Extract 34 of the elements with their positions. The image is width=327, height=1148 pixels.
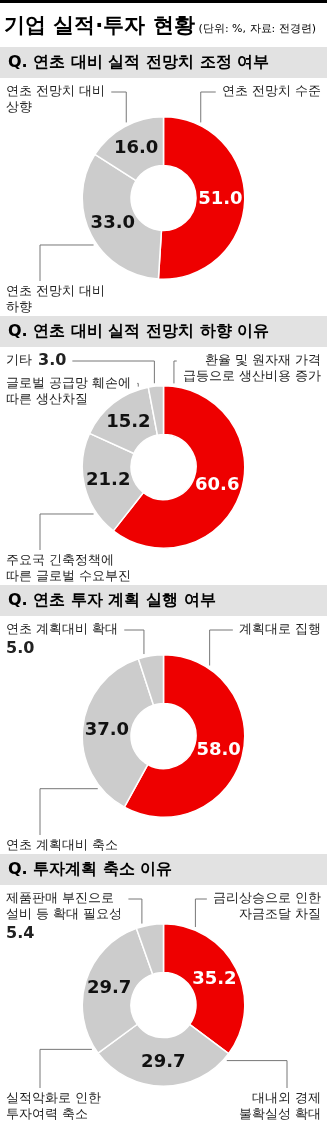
data-label: 33.0 xyxy=(90,211,136,233)
data-label: 21.2 xyxy=(86,468,131,490)
data-label: 35.2 xyxy=(192,967,237,989)
slice-label: 제품판매 부진으로 설비 등 확대 필요성 xyxy=(6,890,123,922)
slice-label: 연초 계획대비 축소 xyxy=(6,837,119,853)
slice-label: 연초 전망치 대비 상향 xyxy=(6,83,106,115)
slice-label: 주요국 긴축정책에 따른 글로벌 수요부진 xyxy=(6,552,132,584)
data-label: 5.4 xyxy=(6,923,35,943)
data-label: 5.0 xyxy=(6,638,35,658)
slice-label: 연초 전망치 대비 하향 xyxy=(6,283,106,315)
slice-label: 금리상승으로 인한 자금조달 차질 xyxy=(212,890,321,922)
data-label: 29.7 xyxy=(141,1049,186,1071)
slice-label: 연초 전망치 수준 xyxy=(221,83,321,99)
slice-label: 글로벌 공급망 훼손에 따른 생산차질 xyxy=(6,374,132,406)
data-label: 37.0 xyxy=(84,718,130,740)
slice-label: 환율 및 원자재 가격 급등으로 생산비용 증가 xyxy=(182,352,321,384)
data-label: 58.0 xyxy=(196,737,241,759)
text: (단위: %, 자료: 전경련) xyxy=(198,22,317,35)
chart-title: Q. 연초 투자 계획 실행 여부 xyxy=(0,585,327,616)
chart-title: Q. 투자계획 축소 이유 xyxy=(0,854,327,885)
slice-label: 연초 계획대비 확대 xyxy=(6,621,119,637)
chart-title: Q. 연초 대비 실적 전망치 하향 이유 xyxy=(0,316,327,347)
slice-label: 대내외 경제 불확실성 확대 xyxy=(238,1090,321,1122)
data-label: 16.0 xyxy=(113,135,159,157)
data-label: 51.0 xyxy=(198,187,243,209)
data-label: 60.6 xyxy=(195,473,240,495)
slice-label: 기타 xyxy=(6,352,32,368)
data-label: 29.7 xyxy=(86,975,132,997)
data-label: 15.2 xyxy=(106,409,151,431)
slice-label: 계획대로 집행 xyxy=(238,621,321,637)
chart-subtitle: Q. 연초 대비 실적 전망치 조정 여부 xyxy=(0,47,327,78)
data-label: 3.0 xyxy=(38,350,67,370)
chart-title: 기업 실적·투자 현황 xyxy=(4,13,195,37)
slice-label: 실적악화로 인한 투자여력 축소 xyxy=(6,1090,102,1122)
